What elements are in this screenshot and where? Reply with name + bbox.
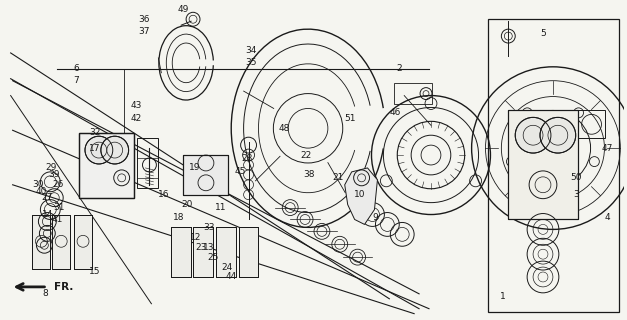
Text: 51: 51 [344, 114, 356, 123]
Text: 3: 3 [573, 190, 579, 199]
Bar [193, 228, 213, 277]
Text: 34: 34 [245, 46, 256, 55]
Circle shape [85, 136, 113, 164]
Bar [171, 228, 191, 277]
Text: 49: 49 [177, 5, 189, 14]
Bar [79, 133, 134, 198]
Text: 40: 40 [36, 187, 47, 196]
Bar [239, 228, 258, 277]
Bar [488, 19, 619, 312]
Text: 26: 26 [53, 180, 64, 189]
Text: 25: 25 [207, 253, 219, 262]
Text: 6: 6 [73, 64, 79, 73]
Text: 20: 20 [181, 200, 192, 209]
Bar [508, 110, 577, 220]
Text: 35: 35 [245, 58, 256, 67]
Bar [216, 228, 236, 277]
Bar [52, 214, 70, 269]
Text: 32: 32 [89, 128, 100, 137]
Text: 28: 28 [241, 154, 252, 163]
Text: FR.: FR. [55, 282, 73, 292]
Text: 9: 9 [372, 213, 378, 222]
Circle shape [101, 136, 129, 164]
Bar [33, 214, 50, 269]
Text: 29: 29 [46, 164, 57, 172]
Bar [183, 155, 228, 195]
Text: 8: 8 [43, 289, 48, 298]
Bar [137, 138, 159, 188]
Bar [216, 228, 236, 277]
Text: 30: 30 [33, 180, 44, 189]
Text: 12: 12 [191, 233, 202, 242]
Text: 2: 2 [396, 64, 402, 73]
Bar [508, 110, 577, 220]
Bar [74, 214, 92, 269]
Text: 10: 10 [354, 190, 366, 199]
Text: 22: 22 [300, 150, 312, 160]
Text: 15: 15 [89, 267, 101, 276]
Text: 11: 11 [215, 203, 226, 212]
Text: 13: 13 [203, 243, 214, 252]
Text: 27: 27 [41, 193, 53, 202]
Text: 42: 42 [131, 114, 142, 123]
Text: 43: 43 [131, 101, 142, 110]
Text: 38: 38 [303, 170, 315, 180]
Text: 45: 45 [235, 167, 246, 176]
Text: 24: 24 [221, 263, 233, 272]
Circle shape [515, 117, 551, 153]
Text: 47: 47 [602, 144, 613, 153]
Bar [193, 228, 213, 277]
Text: 44: 44 [225, 272, 236, 282]
Bar [171, 228, 191, 277]
Text: 31: 31 [53, 203, 65, 212]
Bar [33, 214, 50, 269]
Text: 46: 46 [389, 108, 401, 117]
Bar [394, 83, 432, 105]
Text: 5: 5 [540, 28, 546, 38]
Bar [74, 214, 92, 269]
Text: 17: 17 [89, 144, 101, 153]
Text: 37: 37 [139, 27, 150, 36]
Text: 14: 14 [41, 210, 53, 219]
Text: 7: 7 [73, 76, 79, 85]
Text: 48: 48 [278, 124, 290, 133]
Text: 39: 39 [48, 170, 60, 180]
Text: 23: 23 [195, 243, 207, 252]
Text: 21: 21 [332, 173, 344, 182]
Bar [52, 214, 70, 269]
Text: 50: 50 [570, 173, 581, 182]
Polygon shape [345, 168, 377, 224]
Text: 36: 36 [139, 15, 150, 24]
Circle shape [540, 117, 576, 153]
Bar [183, 155, 228, 195]
Bar [577, 110, 606, 138]
Text: 18: 18 [174, 213, 185, 222]
Text: 33: 33 [203, 223, 214, 232]
Bar [239, 228, 258, 277]
Bar [79, 133, 134, 198]
Text: 1: 1 [500, 292, 505, 301]
Text: 19: 19 [189, 164, 201, 172]
Text: 41: 41 [51, 215, 63, 224]
Text: 4: 4 [604, 213, 610, 222]
Text: 16: 16 [157, 190, 169, 199]
